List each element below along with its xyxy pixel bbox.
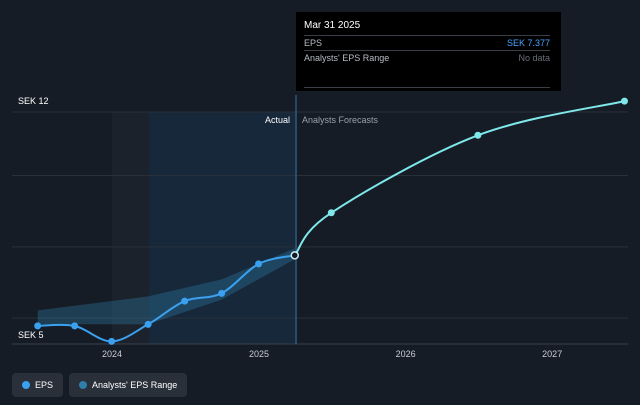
point-eps-0 (34, 322, 42, 330)
x-tick-2025: 2025 (249, 349, 269, 359)
legend-item-range[interactable]: Analysts' EPS Range (69, 373, 188, 397)
legend-range-label: Analysts' EPS Range (92, 380, 178, 390)
point-eps-3 (144, 320, 152, 328)
past-shade-highlight (149, 112, 297, 344)
line-forecast (293, 100, 625, 256)
point-eps-7 (290, 251, 299, 260)
past-shading (112, 112, 297, 344)
tooltip-range-label: Analysts' EPS Range (304, 53, 390, 63)
past-shade-dark (112, 112, 149, 344)
tooltip-eps-label: EPS (304, 38, 323, 48)
tooltip-divider (304, 87, 550, 88)
y-tick-12: SEK 12 (18, 96, 49, 106)
point-forecast-2 (474, 131, 482, 139)
point-forecast-3 (620, 97, 628, 105)
legend-eps-dot-icon (22, 381, 30, 389)
legend-item-eps[interactable]: EPS (12, 373, 64, 397)
legend-range-dot-icon (79, 381, 88, 389)
x-axis-ticks: 2024 2025 2026 2027 (102, 349, 562, 359)
tooltip-date: Mar 31 2025 (304, 20, 361, 31)
point-forecast-1 (327, 209, 335, 217)
series-points (34, 97, 628, 345)
y-tick-5: SEK 5 (18, 330, 44, 340)
x-tick-2024: 2024 (102, 349, 122, 359)
point-eps-4 (181, 297, 189, 305)
legend: EPS Analysts' EPS Range (12, 373, 188, 397)
x-tick-2027: 2027 (542, 349, 562, 359)
forecast-label: Analysts Forecasts (302, 115, 379, 125)
tooltip-row-eps: EPS SEK 7.377 (304, 35, 550, 50)
x-tick-2026: 2026 (396, 349, 416, 359)
point-eps-2 (108, 337, 116, 345)
point-eps-5 (218, 289, 226, 297)
point-eps-6 (255, 260, 263, 268)
eps-range-area (37, 248, 295, 325)
eps-range-band (37, 248, 295, 325)
actual-label: Actual (265, 115, 290, 125)
tooltip-row-range: Analysts' EPS Range No data (304, 50, 550, 65)
point-eps-1 (71, 322, 79, 330)
grid-lines (12, 111, 628, 345)
tooltip-range-value: No data (518, 53, 550, 63)
legend-eps-label: EPS (35, 380, 54, 390)
tooltip-eps-value: SEK 7.377 (506, 38, 550, 48)
tooltip: Mar 31 2025 EPS SEK 7.377 Analysts' EPS … (296, 12, 561, 91)
